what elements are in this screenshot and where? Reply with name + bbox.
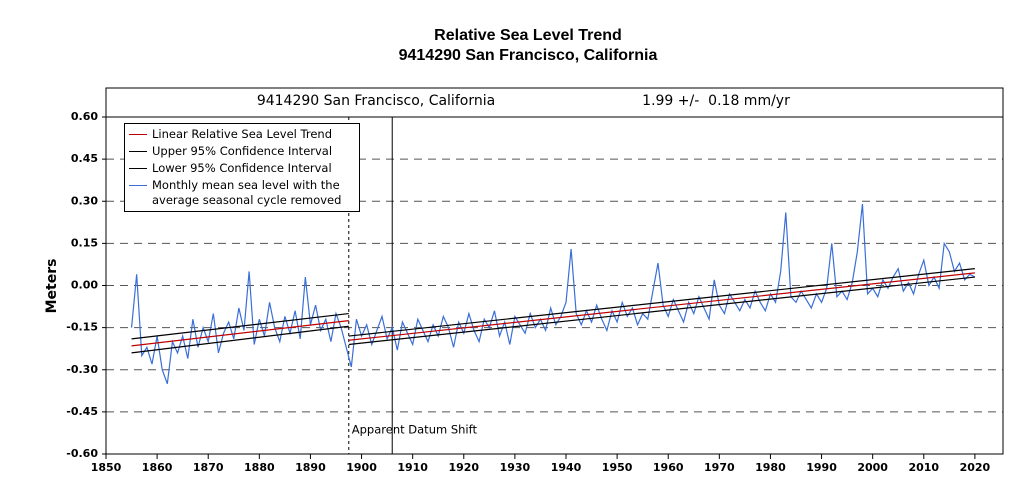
series-line [130,203,976,384]
x-tick-label: 1890 [295,461,326,474]
header-box [105,87,1004,118]
x-tick-label: 2020 [960,461,991,474]
legend-label: Upper 95% Confidence Interval [152,144,333,158]
header-station: 9414290 San Francisco, California [257,93,495,109]
x-tick-label: 2010 [908,461,939,474]
x-tick-label: 1930 [500,461,531,474]
legend-swatch [129,134,147,135]
x-tick-label: 1990 [806,461,837,474]
x-tick-label: 1960 [653,461,684,474]
legend-label: Linear Relative Sea Level Trend [152,127,332,141]
series-line [131,276,975,354]
y-tick-label: 0.45 [71,152,98,165]
y-tick-label: -0.30 [66,363,98,376]
x-tick-label: 1920 [448,461,479,474]
legend-swatch [129,168,147,169]
y-tick-label: 0.30 [71,194,98,207]
chart-subtitle: 9414290 San Francisco, California [399,47,658,64]
y-tick-label: 0.15 [71,236,98,249]
x-tick-label: 1850 [91,461,122,474]
y-tick-label: -0.45 [66,405,98,418]
legend-swatch [129,185,147,186]
legend-item: Lower 95% Confidence Interval [125,160,359,177]
plot-frame [105,116,1004,455]
legend: Linear Relative Sea Level Trend Upper 95%… [124,123,360,212]
x-tick-label: 1860 [142,461,173,474]
y-tick-label: 0.60 [71,110,98,123]
legend-item: Upper 95% Confidence Interval [125,143,359,160]
x-tick-label: 1910 [397,461,428,474]
chart-title: Relative Sea Level Trend [434,27,622,44]
legend-item: Linear Relative Sea Level Trend [125,126,359,143]
legend-item: Monthly mean sea level with the average … [125,177,359,209]
annotation: Apparent Datum Shift [352,423,478,437]
x-tick-label: 2000 [857,461,888,474]
y-tick-label: -0.15 [66,321,98,334]
x-tick-label: 1970 [704,461,735,474]
header-trend: 1.99 +/- 0.18 mm/yr [642,93,790,109]
x-tick-label: 1980 [755,461,786,474]
y-tick-label: 0.00 [71,279,98,292]
series-line [131,272,975,347]
x-tick-label: 1940 [551,461,582,474]
legend-label: Monthly mean sea level with the average … [152,178,342,207]
series-line [131,268,975,340]
x-tick-label: 1900 [346,461,377,474]
x-tick-label: 1870 [193,461,224,474]
legend-label: Lower 95% Confidence Interval [152,161,332,175]
legend-swatch [129,151,147,152]
y-axis-label: Meters [44,259,60,314]
x-tick-label: 1950 [602,461,633,474]
y-tick-label: -0.60 [66,447,98,460]
x-tick-label: 1880 [244,461,275,474]
